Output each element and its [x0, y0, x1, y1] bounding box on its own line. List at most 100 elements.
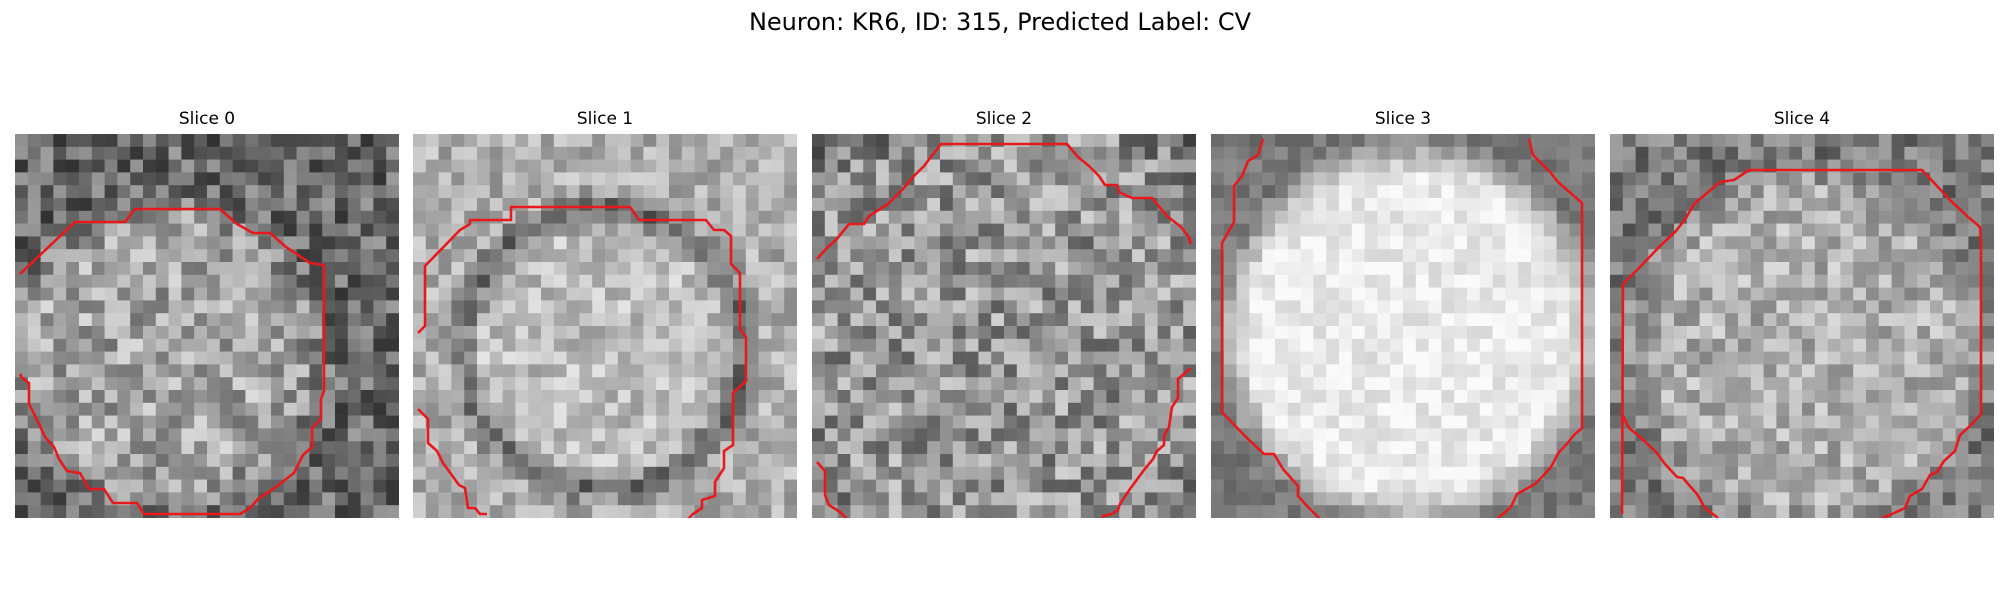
pixel [592, 300, 606, 314]
pixel [271, 236, 285, 250]
pixel [1814, 441, 1828, 455]
pixel [1223, 134, 1237, 148]
pixel [1981, 364, 1994, 378]
pixel [1610, 466, 1624, 480]
pixel [271, 185, 285, 199]
pixel [360, 236, 374, 250]
pixel [130, 338, 144, 352]
pixel [1275, 441, 1289, 455]
pixel [373, 479, 387, 493]
pixel [1955, 390, 1969, 404]
pixel [952, 415, 966, 429]
pixel [79, 364, 93, 378]
pixel [617, 287, 631, 301]
pixel [104, 364, 118, 378]
pixel [309, 338, 323, 352]
pixel [1712, 249, 1726, 263]
pixel [1042, 262, 1056, 276]
pixel [630, 415, 644, 429]
pixel [592, 287, 606, 301]
pixel [207, 390, 221, 404]
pixel [1531, 236, 1545, 250]
pixel [733, 441, 747, 455]
pixel [630, 402, 644, 416]
pixel [1326, 134, 1340, 148]
pixel [1776, 415, 1790, 429]
pixel [1016, 287, 1030, 301]
pixel [1042, 274, 1056, 288]
pixel [1454, 338, 1468, 352]
pixel [1326, 377, 1340, 391]
pixel [91, 134, 105, 148]
pixel [283, 377, 297, 391]
pixel [143, 262, 157, 276]
pixel [1712, 313, 1726, 327]
pixel [1518, 390, 1532, 404]
pixel [1275, 159, 1289, 173]
pixel [373, 185, 387, 199]
pixel [40, 223, 54, 237]
pixel [1942, 364, 1956, 378]
pixel [245, 402, 259, 416]
pixel [232, 326, 246, 340]
pixel [1725, 287, 1739, 301]
pixel [745, 364, 759, 378]
pixel [53, 505, 67, 518]
pixel [1441, 492, 1455, 506]
pixel [745, 492, 759, 506]
pixel [219, 466, 233, 480]
pixel [1479, 198, 1493, 212]
pixel [914, 377, 928, 391]
pixel [502, 390, 516, 404]
pixel [1635, 390, 1649, 404]
pixel [1236, 313, 1250, 327]
pixel [1441, 198, 1455, 212]
pixel [681, 210, 695, 224]
pixel [1068, 492, 1082, 506]
pixel [1661, 198, 1675, 212]
pixel [104, 326, 118, 340]
pixel [104, 223, 118, 237]
pixel [1531, 492, 1545, 506]
pixel [283, 415, 297, 429]
pixel [1582, 274, 1595, 288]
pixel [1866, 146, 1880, 160]
pixel [1635, 274, 1649, 288]
pixel [745, 505, 759, 518]
pixel [656, 390, 670, 404]
pixel [1055, 146, 1069, 160]
pixel [1917, 313, 1931, 327]
pixel [360, 479, 374, 493]
pixel [515, 287, 529, 301]
pixel [1326, 364, 1340, 378]
pixel [438, 134, 452, 148]
pixel [952, 402, 966, 416]
pixel [643, 313, 657, 327]
pixel [669, 236, 683, 250]
pixel [386, 428, 399, 442]
pixel [901, 274, 915, 288]
pixel [181, 377, 195, 391]
pixel [1518, 262, 1532, 276]
pixel [1699, 505, 1713, 518]
pixel [79, 262, 93, 276]
pixel [1106, 172, 1120, 186]
pixel [1866, 287, 1880, 301]
pixel [1750, 377, 1764, 391]
pixel [1467, 159, 1481, 173]
pixel [1467, 249, 1481, 263]
pixel [207, 454, 221, 468]
pixel [850, 428, 864, 442]
pixel [824, 377, 838, 391]
pixel [155, 236, 169, 250]
pixel [1776, 146, 1790, 160]
pixel [656, 313, 670, 327]
pixel [927, 338, 941, 352]
contour-lower-right [1101, 367, 1192, 518]
pixel [502, 313, 516, 327]
pixel [927, 185, 941, 199]
pixel [1132, 454, 1146, 468]
pixel [771, 351, 785, 365]
pixel [733, 402, 747, 416]
pixel [15, 415, 29, 429]
